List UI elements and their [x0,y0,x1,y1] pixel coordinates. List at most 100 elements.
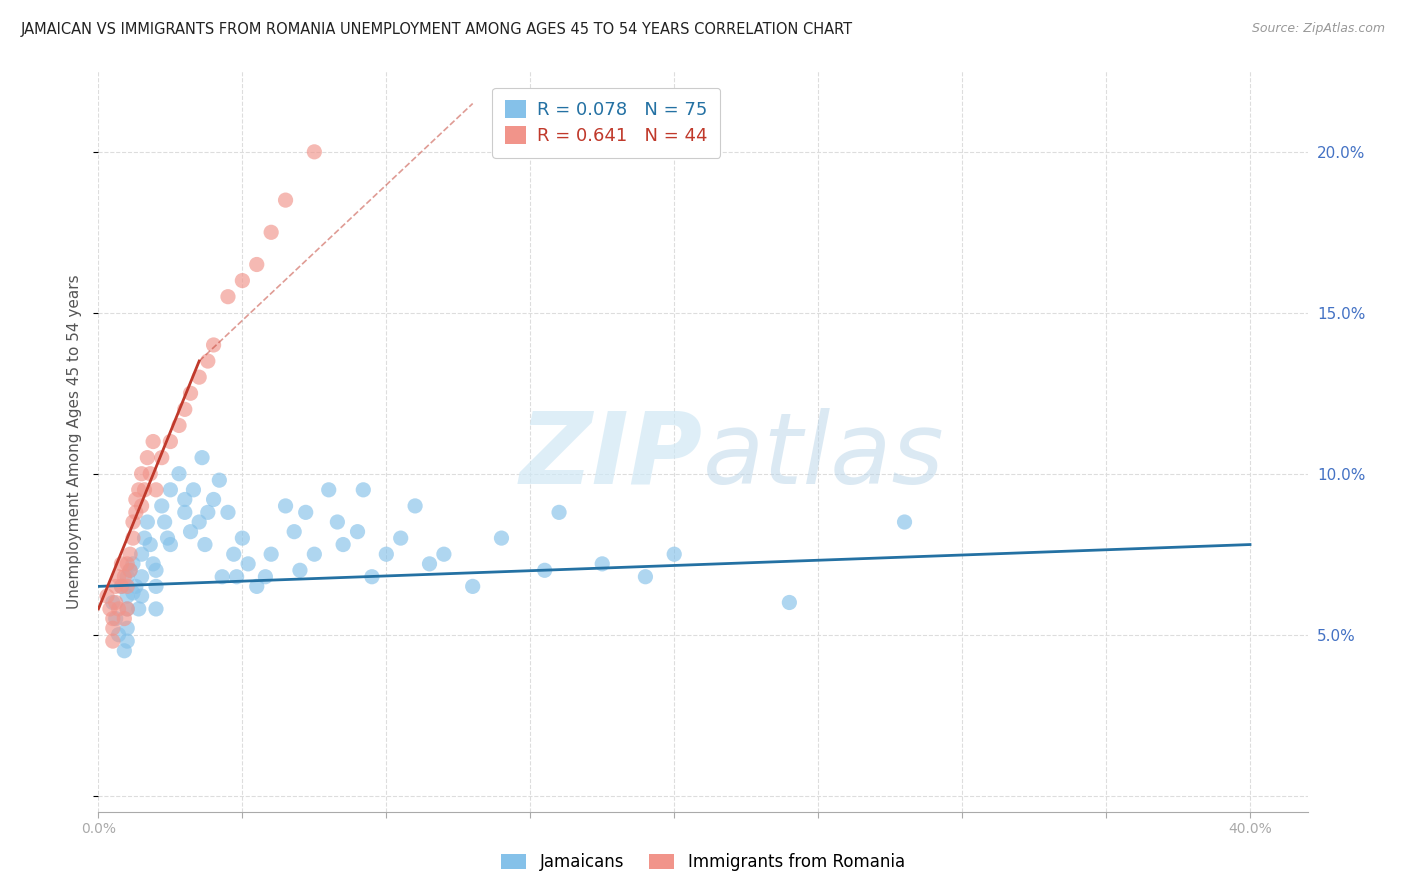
Point [231,531,253,545]
Y-axis label: Unemployment Among Ages 45 to 54 years: Unemployment Among Ages 45 to 54 years [67,274,83,609]
Point [142,434,165,449]
Point [115,570,138,584]
Point [115,621,138,635]
Point [125,492,148,507]
Point [260,547,283,561]
Point [110,579,132,593]
Point [115,602,138,616]
Point [173,402,195,417]
Point [294,505,316,519]
Point [125,505,148,519]
Point [318,483,340,497]
Point [404,499,426,513]
Point [217,505,239,519]
Text: JAMAICAN VS IMMIGRANTS FROM ROMANIA UNEMPLOYMENT AMONG AGES 45 TO 54 YEARS CORRE: JAMAICAN VS IMMIGRANTS FROM ROMANIA UNEM… [21,22,853,37]
Point [104,579,127,593]
Point [225,570,247,584]
Point [159,434,181,449]
Point [183,483,205,497]
Point [304,547,326,561]
Text: atlas: atlas [703,408,945,505]
Point [110,579,132,593]
Point [893,515,915,529]
Point [134,483,156,497]
Point [288,563,311,577]
Point [101,634,124,648]
Point [202,338,225,352]
Point [131,589,153,603]
Point [101,595,124,609]
Point [101,621,124,635]
Point [107,628,129,642]
Point [222,547,245,561]
Point [664,547,686,561]
Point [188,370,211,384]
Legend: R = 0.078   N = 75, R = 0.641   N = 44: R = 0.078 N = 75, R = 0.641 N = 44 [492,87,720,158]
Point [231,274,253,288]
Point [188,515,211,529]
Point [115,557,138,571]
Point [139,467,162,481]
Point [120,563,142,577]
Point [145,563,167,577]
Point [211,570,233,584]
Point [260,225,283,239]
Point [104,595,127,609]
Point [150,499,173,513]
Point [131,547,153,561]
Point [122,531,145,545]
Point [145,579,167,593]
Point [107,570,129,584]
Point [217,290,239,304]
Point [173,492,195,507]
Point [361,570,384,584]
Point [115,579,138,593]
Point [491,531,513,545]
Point [332,537,354,551]
Point [145,483,167,497]
Point [591,557,613,571]
Point [433,547,456,561]
Point [156,531,179,545]
Point [197,505,219,519]
Point [167,467,190,481]
Point [98,602,121,616]
Point [208,473,231,487]
Point [122,515,145,529]
Point [150,450,173,465]
Point [145,602,167,616]
Point [167,418,190,433]
Point [115,589,138,603]
Point [533,563,555,577]
Point [778,595,800,609]
Text: ZIP: ZIP [520,408,703,505]
Point [180,386,202,401]
Point [346,524,368,539]
Point [548,505,571,519]
Point [104,611,127,625]
Point [142,557,165,571]
Point [101,611,124,625]
Legend: Jamaicans, Immigrants from Romania: Jamaicans, Immigrants from Romania [494,845,912,880]
Point [122,557,145,571]
Point [461,579,484,593]
Point [236,557,259,571]
Point [115,634,138,648]
Point [131,570,153,584]
Point [326,515,349,529]
Point [159,537,181,551]
Point [352,483,374,497]
Point [112,570,135,584]
Point [136,515,159,529]
Point [202,492,225,507]
Point [246,579,269,593]
Point [418,557,440,571]
Point [283,524,305,539]
Point [246,258,269,272]
Point [136,450,159,465]
Point [389,531,412,545]
Point [128,483,150,497]
Point [120,547,142,561]
Point [274,193,297,207]
Point [115,602,138,616]
